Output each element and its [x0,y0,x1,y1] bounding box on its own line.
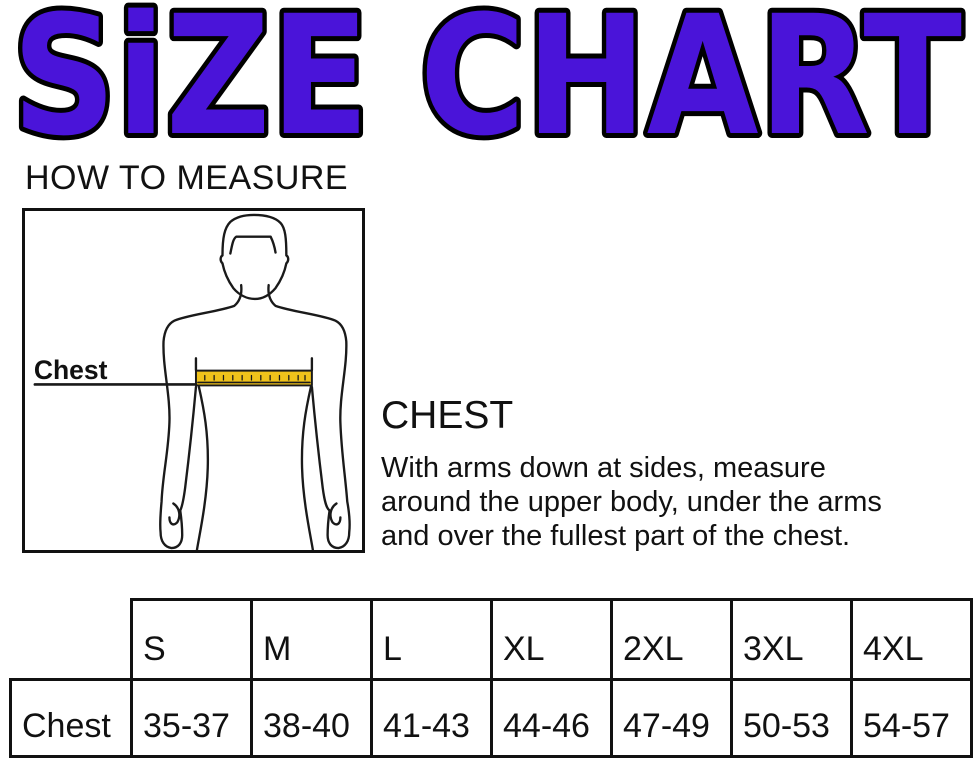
chest-measurements-row: Chest 35-37 38-40 41-43 44-46 47-49 50-5… [9,678,973,758]
hairline [229,235,277,255]
right-inner-arm-line [310,357,331,512]
chest-value-2xl: 47-49 [610,678,733,758]
size-column-header-2xl: 2XL [610,598,733,681]
tape-tick-marks [204,374,306,381]
measurement-diagram: Chest [22,208,365,553]
head-outline [219,213,290,301]
chest-section-heading: CHEST [381,394,514,437]
size-column-header-xl: XL [490,598,613,681]
title-banner: SiZE CHART [7,0,967,152]
chest-value-m: 38-40 [250,678,373,758]
right-torso-line [300,385,315,550]
chest-value-4xl: 54-57 [850,678,973,758]
chest-value-s: 35-37 [130,678,253,758]
size-column-header-s: S [130,598,253,681]
right-thumb-line [329,502,342,526]
left-arm-outline [159,283,243,550]
size-column-header-3xl: 3XL [730,598,853,681]
size-header-row: S M L XL 2XL 3XL 4XL [11,598,973,681]
chest-row-label: Chest [9,678,133,758]
instruction-line-1: With arms down at sides, measure [381,452,826,484]
instruction-line-2: around the upper body, under the arms [381,486,882,518]
chest-value-xl: 44-46 [490,678,613,758]
chest-value-3xl: 50-53 [730,678,853,758]
how-to-measure-heading: HOW TO MEASURE [25,159,349,197]
left-inner-arm-line [179,357,198,512]
left-torso-line [195,385,210,550]
size-table: S M L XL 2XL 3XL 4XL Chest 35-37 38-40 4… [9,598,973,758]
header-spacer-cell [11,600,132,680]
instruction-line-3: and over the fullest part of the chest. [381,520,851,552]
left-thumb-line [168,502,181,526]
diagram-chest-label: Chest [34,355,108,385]
page-title: SiZE CHART [12,0,962,152]
size-column-header-4xl: 4XL [850,598,973,681]
chest-instructions: With arms down at sides, measure around … [381,451,978,553]
size-column-header-m: M [250,598,373,681]
size-column-header-l: L [370,598,493,681]
chest-value-l: 41-43 [370,678,493,758]
male-torso-figure-icon: Chest [33,213,351,550]
right-arm-outline [267,283,351,550]
